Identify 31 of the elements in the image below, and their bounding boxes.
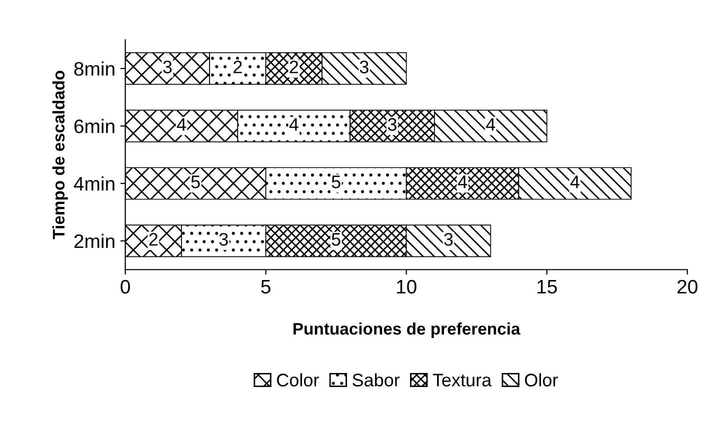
x-tick-label: 0 bbox=[120, 280, 130, 294]
data-label: 4 bbox=[458, 176, 468, 188]
y-axis-title: Tiempo de escaldado bbox=[52, 70, 68, 240]
data-label: 3 bbox=[163, 60, 172, 74]
x-tick-label: 5 bbox=[261, 280, 270, 294]
legend-label: Color bbox=[277, 373, 319, 386]
data-label: 4 bbox=[176, 118, 186, 131]
data-label: 5 bbox=[191, 176, 200, 188]
y-tick-label: 2min bbox=[74, 234, 114, 248]
x-axis-title: Puntuaciones de preferencia bbox=[294, 322, 520, 338]
data-label: 5 bbox=[332, 233, 340, 246]
data-label: 3 bbox=[360, 60, 368, 74]
legend-label: Textura bbox=[432, 374, 492, 386]
data-label: 3 bbox=[388, 118, 397, 131]
y-tick-label: 8min bbox=[74, 61, 114, 76]
x-tick-label: 15 bbox=[538, 280, 557, 294]
data-label: 3 bbox=[444, 232, 453, 246]
data-label: 2 bbox=[234, 60, 242, 74]
data-label: 5 bbox=[332, 176, 340, 188]
x-tick-label: 10 bbox=[397, 280, 416, 294]
data-label: 3 bbox=[219, 232, 228, 246]
data-label: 2 bbox=[290, 60, 298, 74]
y-tick-label: 4min bbox=[74, 176, 114, 190]
data-label: 4 bbox=[289, 118, 298, 131]
data-label: 2 bbox=[149, 232, 158, 246]
x-tick-label: 20 bbox=[678, 280, 698, 294]
data-label: 4 bbox=[486, 118, 496, 131]
legend-label: Sabor bbox=[352, 373, 400, 386]
data-label: 4 bbox=[570, 176, 580, 188]
legend-label: Olor bbox=[524, 373, 558, 386]
y-tick-label: 6min bbox=[74, 118, 114, 134]
